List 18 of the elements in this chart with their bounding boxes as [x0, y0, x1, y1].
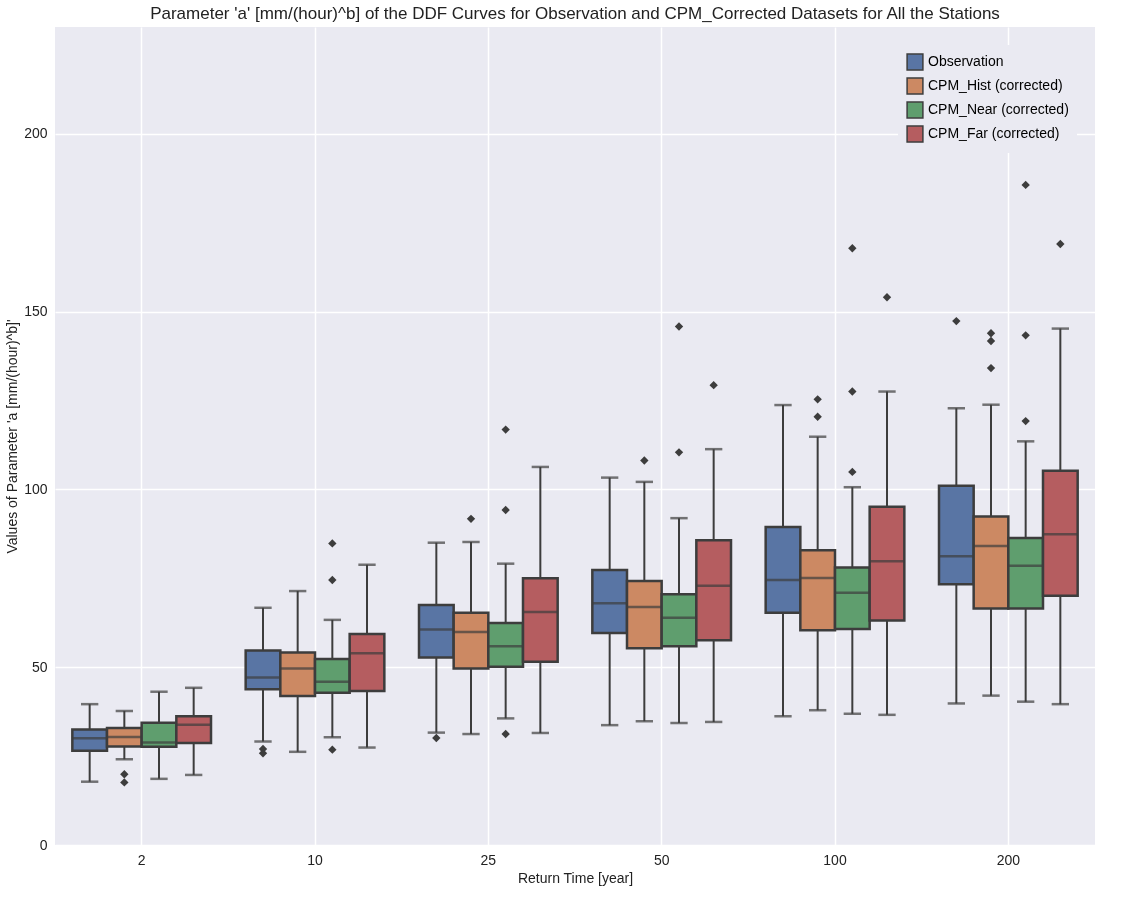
x-axis-title: Return Time [year]	[517, 869, 634, 886]
legend-label: CPM_Near (corrected)	[928, 101, 1069, 117]
legend-label: CPM_Far (corrected)	[928, 125, 1060, 141]
chart-title: Parameter 'a' [mm/(hour)^b] of the DDF Curves for Observation and CPM_Corrected Datasets for All the Stations	[150, 4, 1000, 23]
y-tick-label: 100	[24, 480, 48, 497]
y-tick-label: 0	[39, 836, 48, 853]
legend-label: Observation	[928, 53, 1004, 69]
y-axis-title: Values of Parameter 'a [mm/(hour)^b]'	[4, 319, 21, 554]
x-tick-label: 200	[996, 851, 1021, 868]
y-tick-label: 50	[31, 658, 48, 675]
x-tick-label: 100	[823, 851, 847, 868]
y-tick-label: 150	[24, 303, 48, 320]
x-tick-label: 25	[480, 851, 497, 868]
legend-label: CPM_Hist (corrected)	[928, 77, 1063, 93]
y-tick-label: 200	[24, 125, 48, 142]
x-tick-label: 2	[137, 851, 146, 868]
x-tick-label: 10	[307, 851, 323, 868]
x-tick-label: 50	[653, 851, 670, 868]
